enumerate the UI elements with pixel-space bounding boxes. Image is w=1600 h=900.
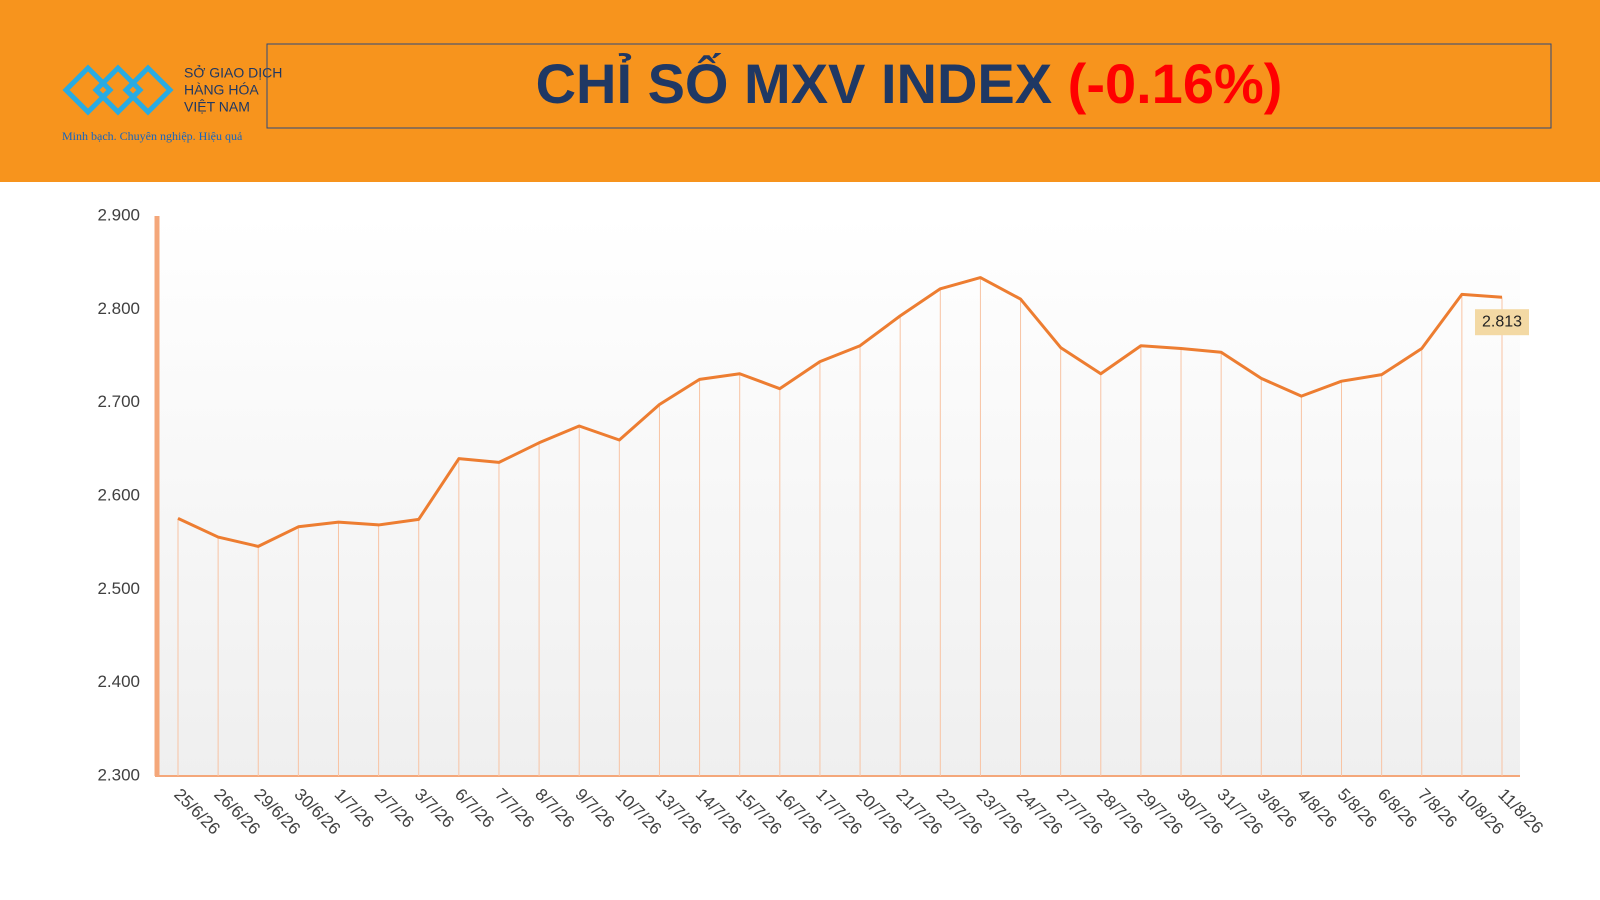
value-label-box bbox=[1475, 309, 1529, 336]
x-tick-label: 6/7/26 bbox=[451, 785, 498, 832]
y-tick-label: 2.400 bbox=[97, 672, 140, 691]
logo-text: SỞ GIAO DỊCH bbox=[184, 64, 282, 81]
logo-slogan: Minh bạch. Chuyên nghiệp. Hiệu quả bbox=[62, 129, 243, 143]
y-tick-label: 2.700 bbox=[97, 392, 140, 411]
title-box bbox=[266, 43, 1552, 129]
x-tick-label: 7/7/26 bbox=[491, 785, 538, 832]
x-tick-label: 2/7/26 bbox=[371, 785, 418, 832]
y-tick-label: 2.500 bbox=[97, 579, 140, 598]
x-tick-label: 4/8/26 bbox=[1294, 785, 1341, 832]
title-main: CHỈ SỐ MXV INDEX bbox=[536, 52, 1053, 115]
y-tick-label: 2.900 bbox=[97, 205, 140, 224]
x-tick-label: 8/7/26 bbox=[531, 785, 578, 832]
value-label: 2.813 bbox=[1482, 313, 1522, 330]
x-tick-label: 5/8/26 bbox=[1334, 785, 1381, 832]
logo-text: HÀNG HÓA bbox=[184, 82, 259, 98]
logo: SỞ GIAO DỊCH HÀNG HÓA VIỆT NAM Minh bạch… bbox=[62, 64, 282, 143]
y-tick-label: 2.300 bbox=[97, 765, 140, 784]
logo-text: VIỆT NAM bbox=[184, 99, 250, 115]
data-line bbox=[177, 276, 1503, 548]
plot-area bbox=[155, 216, 1520, 776]
x-tick-label: 6/8/26 bbox=[1374, 785, 1421, 832]
y-tick-label: 2.800 bbox=[97, 299, 140, 318]
chart-title: CHỈ SỐ MXV INDEX (-0.16%) bbox=[536, 52, 1283, 115]
x-tick-label: 7/8/26 bbox=[1414, 785, 1461, 832]
y-tick-label: 2.600 bbox=[97, 485, 140, 504]
title-change: (-0.16%) bbox=[1068, 52, 1283, 115]
x-tick-label: 3/7/26 bbox=[411, 785, 458, 832]
x-tick-label: 9/7/26 bbox=[571, 785, 618, 832]
